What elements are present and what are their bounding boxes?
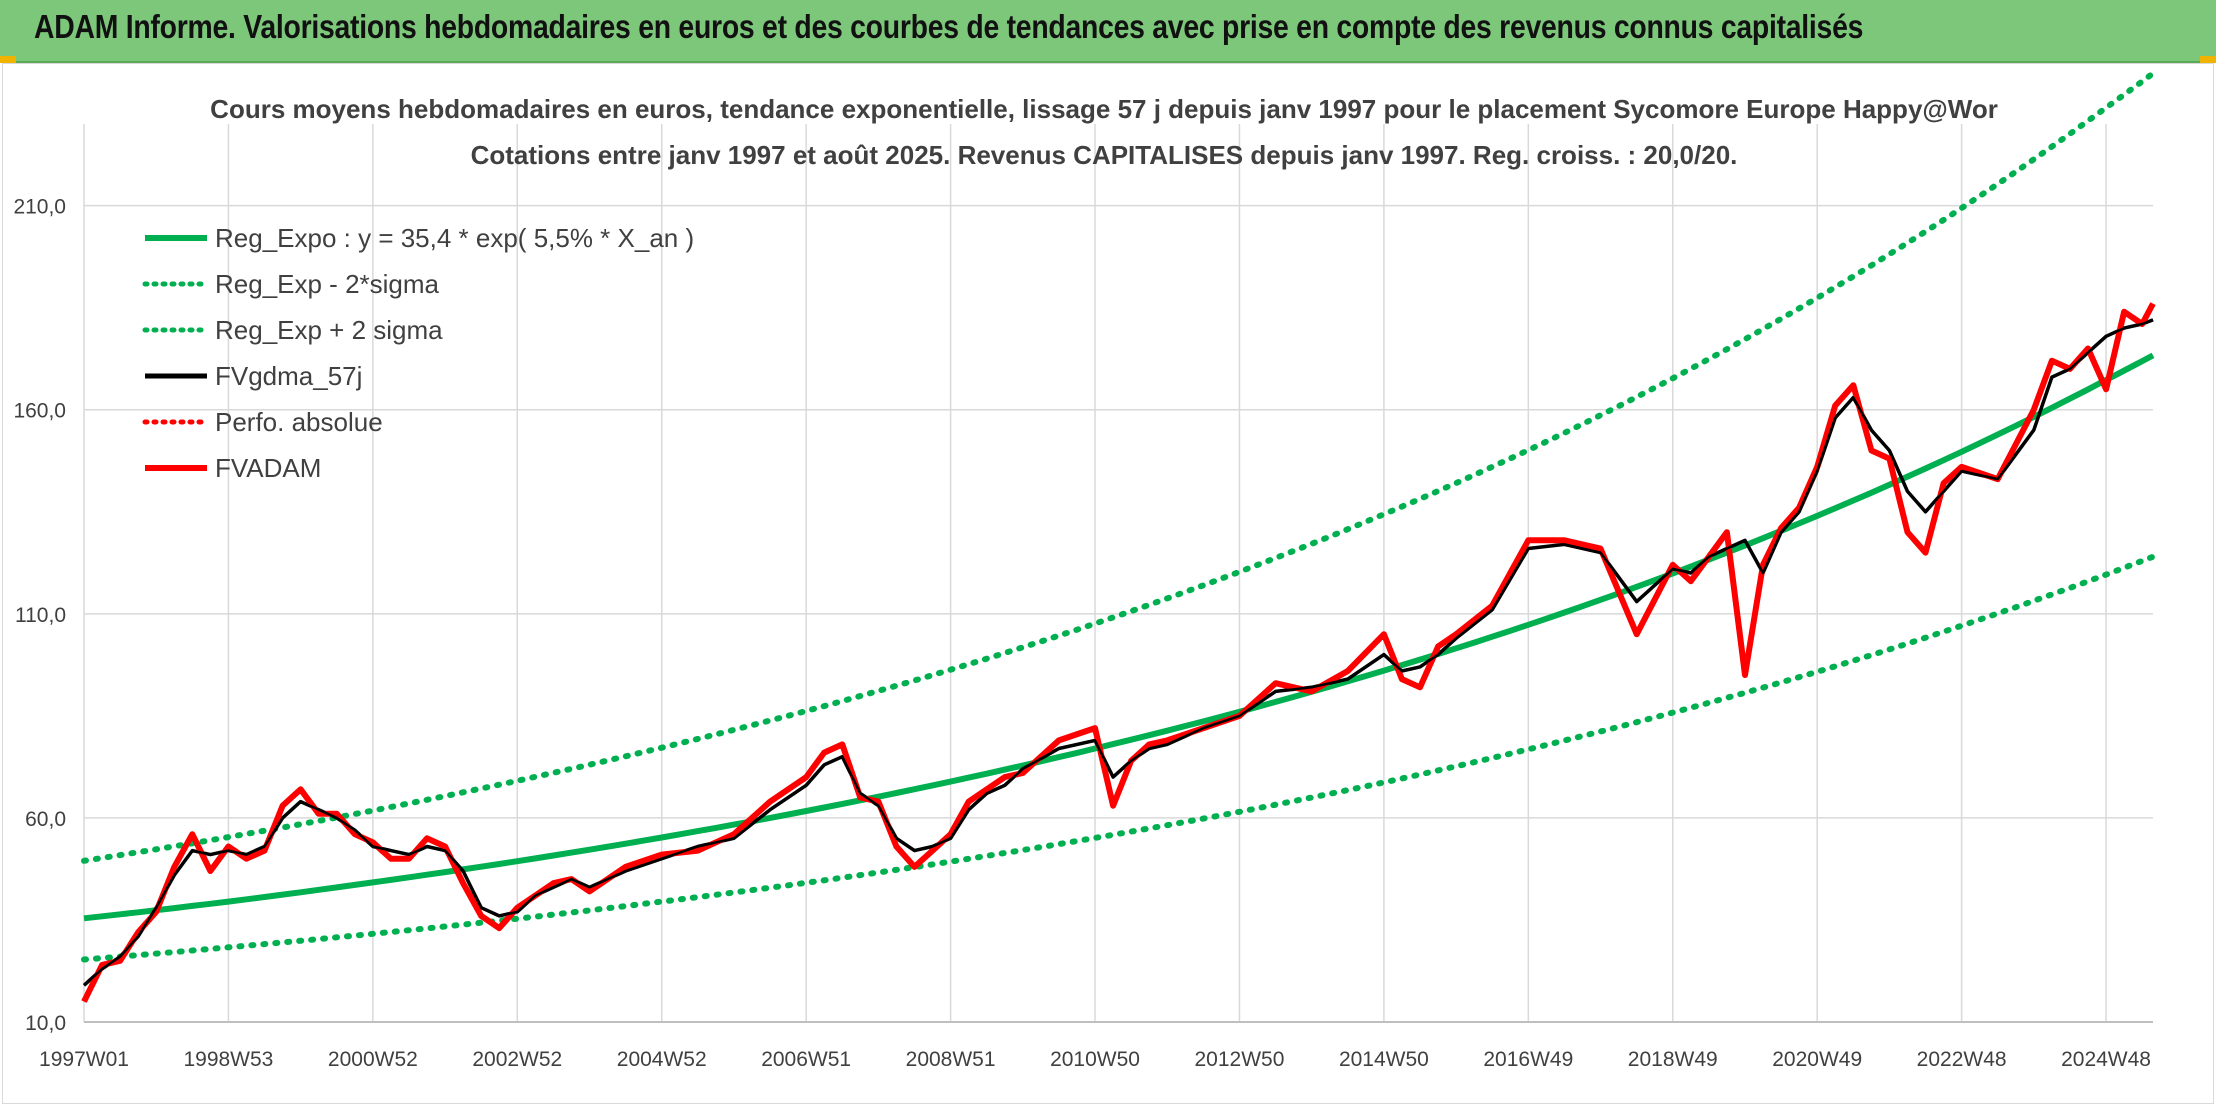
report-banner: ADAM Informe. Valorisations hebdomadaire… <box>0 0 2216 63</box>
y-tick-label: 60,0 <box>25 808 66 831</box>
x-tick-label: 2008W51 <box>906 1048 996 1071</box>
x-tick-label: 2014W50 <box>1339 1048 1429 1071</box>
x-tick-label: 2000W52 <box>328 1048 418 1071</box>
legend-label: Perfo. absolue <box>215 407 383 437</box>
legend-label: Reg_Exp - 2*sigma <box>215 269 440 299</box>
x-tick-label: 2022W48 <box>1917 1048 2007 1071</box>
corner-mark-top-left <box>0 56 16 63</box>
gridlines <box>83 124 2153 1023</box>
corner-mark-top-right <box>2200 56 2216 63</box>
x-tick-label: 2016W49 <box>1483 1048 1573 1071</box>
legend-label: FVgdma_57j <box>215 361 362 391</box>
axes: 10,0 60,0 110,0 160,0 210,0 1997W01 1998W53 200… <box>13 196 2153 1071</box>
x-tick-label: 2012W50 <box>1195 1048 1285 1071</box>
series-line-1 <box>81 553 2156 963</box>
series-line-2 <box>81 70 2156 864</box>
x-tick-label: 2006W51 <box>761 1048 851 1071</box>
series-line-3 <box>82 318 2154 987</box>
legend-label: Reg_Expo : y = 35,4 * exp( 5,5% * X_an ) <box>215 223 694 253</box>
x-tick-label: 1997W01 <box>39 1048 129 1071</box>
y-tick-label: 10,0 <box>25 1012 66 1035</box>
report-title: ADAM Informe. Valorisations hebdomadaire… <box>34 8 1864 45</box>
y-tick-label: 210,0 <box>13 196 66 219</box>
y-tick-label: 160,0 <box>13 400 66 423</box>
y-tick-label: 110,0 <box>15 604 66 627</box>
legend-label: Reg_Exp + 2 sigma <box>215 315 443 345</box>
series-lines <box>81 70 2156 1003</box>
legend-label: FVADAM <box>215 453 321 483</box>
x-tick-label: 2004W52 <box>617 1048 707 1071</box>
x-tick-label: 2024W48 <box>2061 1048 2151 1071</box>
chart-title: Cours moyens hebdomadaires en euros, ten… <box>210 94 1998 124</box>
series-line-0 <box>83 352 2155 922</box>
series-line-smooth-overlay <box>83 318 2154 987</box>
x-tick-label: 2010W50 <box>1050 1048 1140 1071</box>
x-tick-label: 2020W49 <box>1772 1048 1862 1071</box>
legend: Reg_Expo : y = 35,4 * exp( 5,5% * X_an )… <box>142 223 694 483</box>
x-tick-label: 2018W49 <box>1628 1048 1718 1071</box>
chart-frame <box>2 63 2214 1104</box>
x-tick-label: 2002W52 <box>472 1048 562 1071</box>
chart-subtitle: Cotations entre janv 1997 et août 2025. … <box>471 140 1738 170</box>
x-tick-label: 1998W53 <box>183 1048 273 1071</box>
